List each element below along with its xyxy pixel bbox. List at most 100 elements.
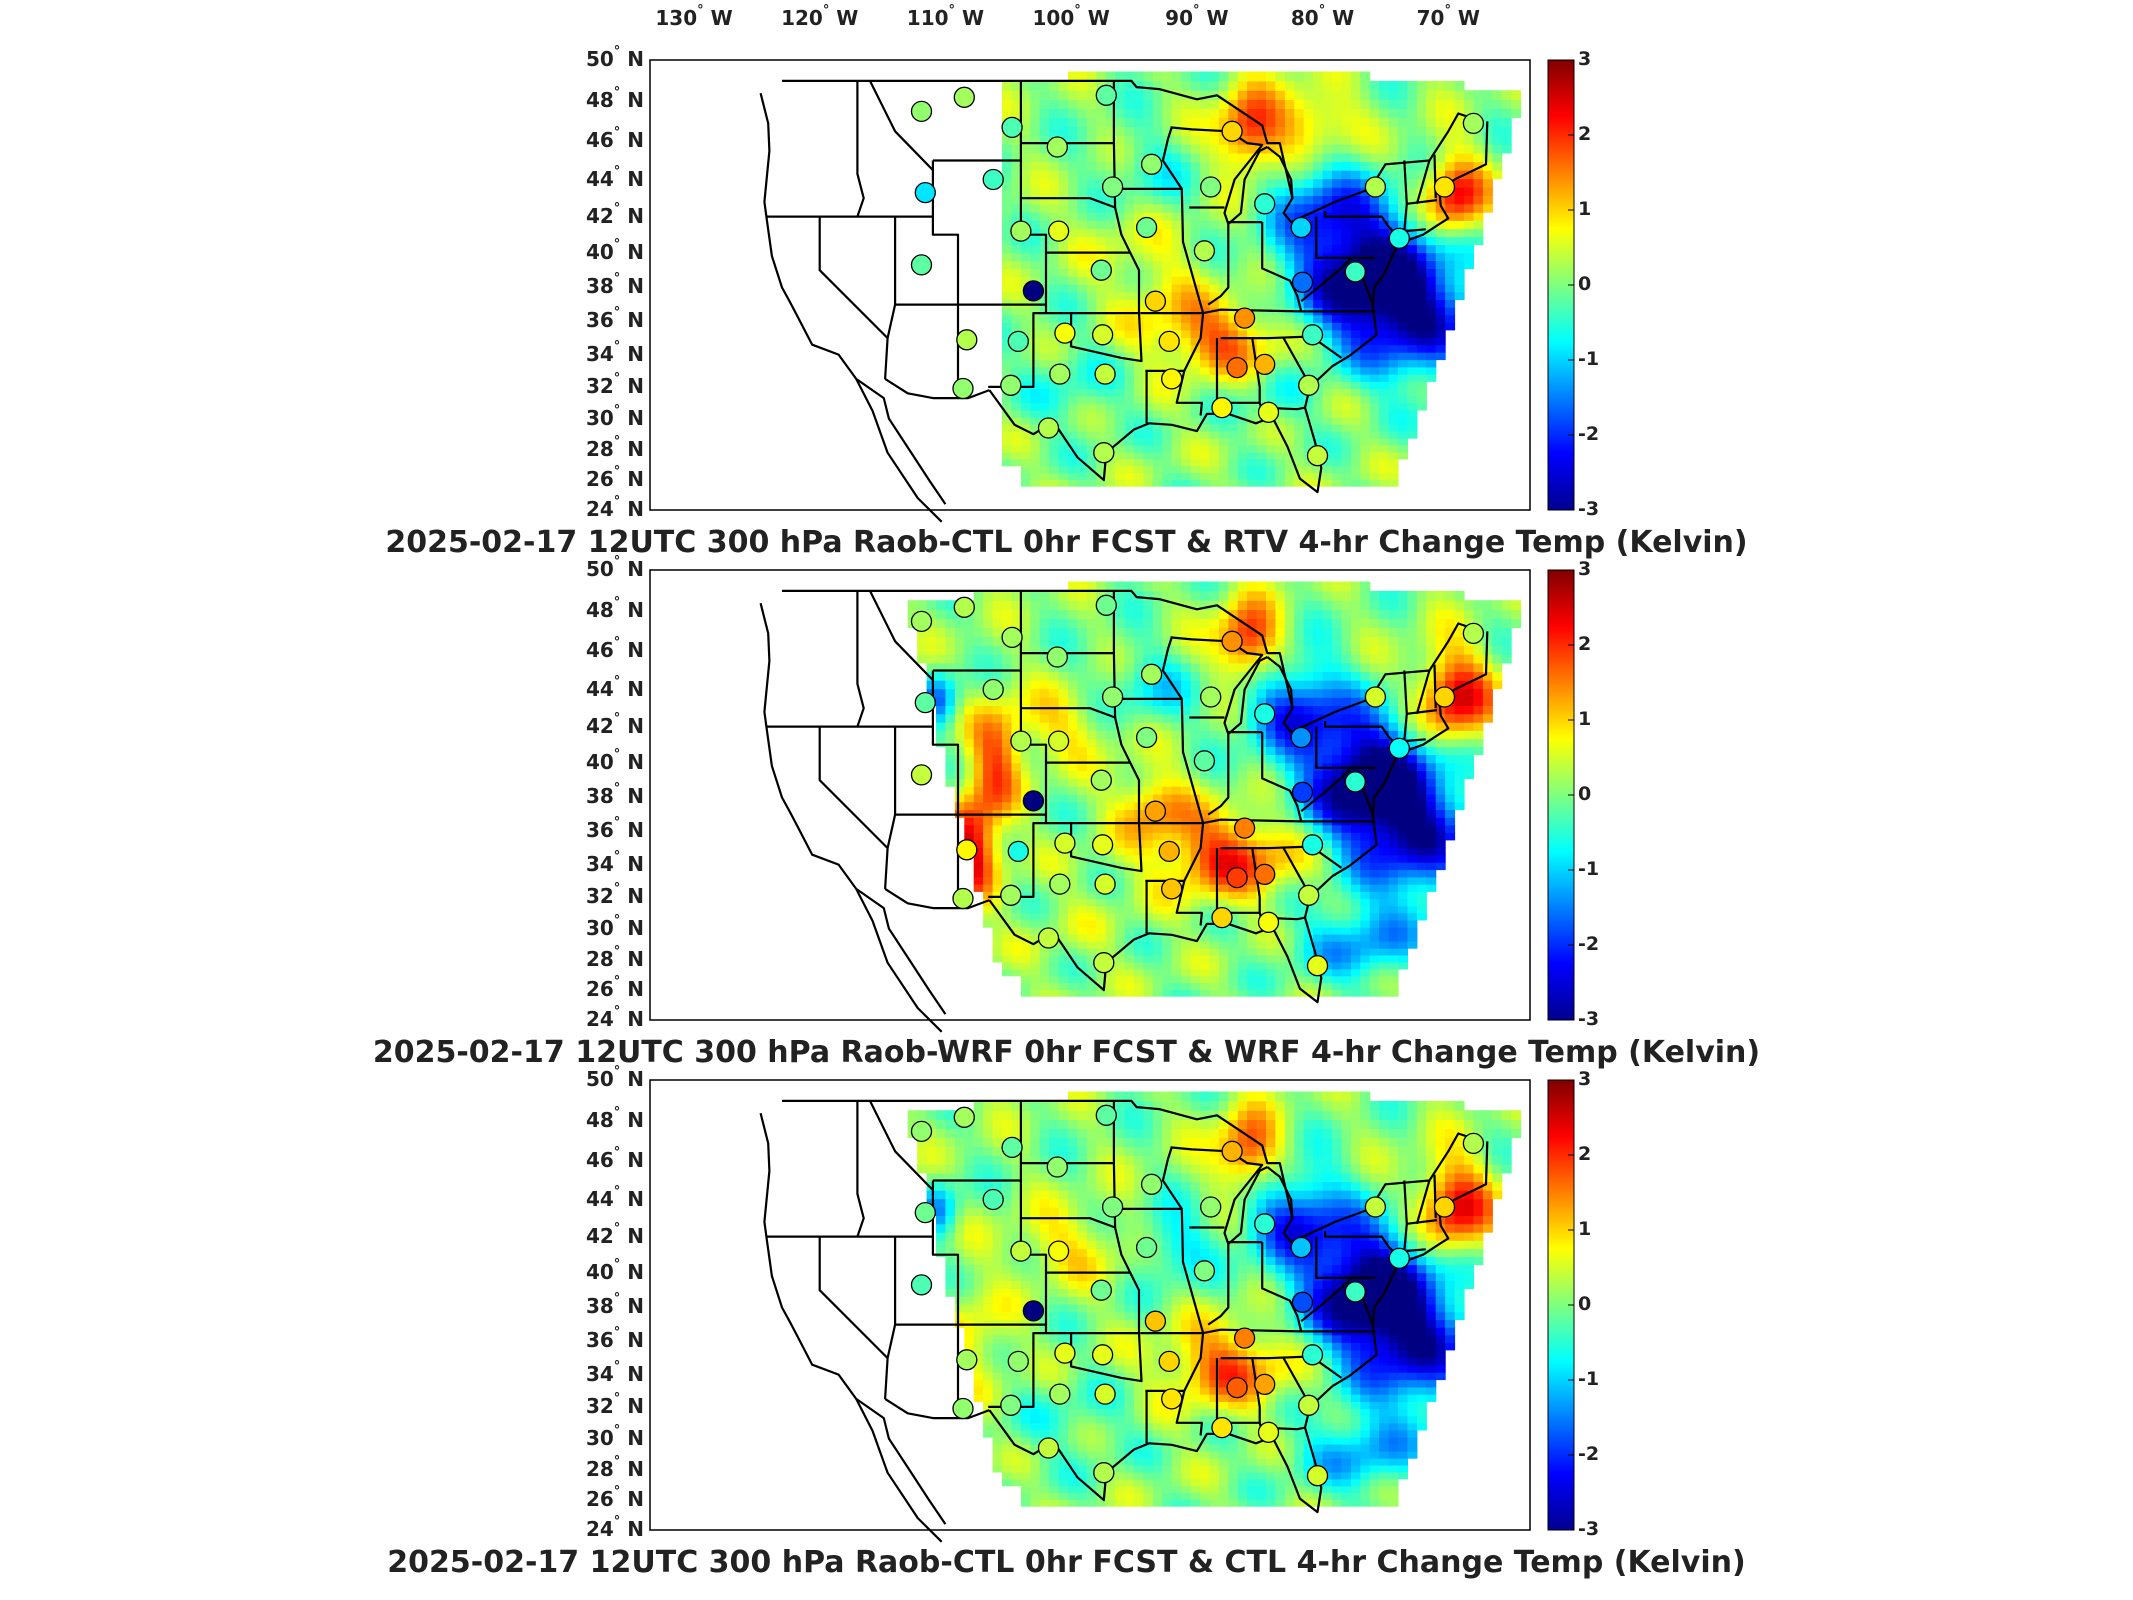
colorbar-tick-label: 3 [1578, 1068, 1592, 1090]
raob-station-marker [914, 181, 936, 204]
latitude-label: 32° N [585, 1390, 644, 1418]
colorbar-tick-label: -2 [1578, 423, 1600, 445]
raob-station-marker [1290, 1236, 1312, 1259]
raob-station-marker [1254, 863, 1276, 886]
latitude-label: 40° N [585, 746, 644, 774]
raob-station-marker [1233, 1327, 1256, 1349]
raob-station-marker [952, 887, 974, 910]
colorbar-1 [1547, 59, 1575, 511]
colorbar-tick-label: 0 [1578, 1293, 1592, 1315]
raob-station-marker [1101, 1196, 1124, 1218]
map-panel-3 [649, 1079, 1575, 1543]
map-panel-2 [649, 569, 1575, 1033]
latitude-label: 40° N [585, 1256, 644, 1284]
longitude-label: 80° W [1290, 3, 1355, 30]
raob-station-marker [914, 691, 936, 714]
raob-station-marker [1022, 280, 1045, 302]
raob-station-marker [1226, 356, 1248, 379]
raob-station-marker [1022, 1300, 1045, 1322]
raob-station-marker [1161, 1388, 1183, 1410]
raob-station-marker [1001, 116, 1023, 139]
raob-station-marker [1010, 1240, 1032, 1262]
raob-station-marker [1090, 259, 1112, 281]
raob-station-marker [910, 1274, 933, 1296]
raob-station-marker [910, 254, 933, 276]
raob-station-marker [1344, 771, 1366, 793]
raob-station-marker [1290, 726, 1312, 749]
raob-station-marker [1094, 363, 1116, 385]
raob-station-marker [1306, 955, 1329, 977]
raob-station-marker [1144, 800, 1167, 822]
longitude-label: 120° W [781, 3, 859, 30]
latitude-label: 36° N [585, 1325, 644, 1353]
raob-station-marker [1200, 176, 1222, 198]
raob-station-marker [1046, 1156, 1068, 1178]
raob-station-marker [1158, 840, 1180, 863]
raob-station-marker [1047, 1240, 1070, 1262]
raob-station-marker [1091, 1344, 1114, 1366]
latitude-label: 50° N [585, 1064, 644, 1091]
raob-station-marker [982, 168, 1004, 191]
raob-station-marker [1094, 873, 1116, 895]
colorbar-tick-label: -3 [1578, 498, 1600, 520]
latitude-label: 48° N [585, 85, 644, 113]
latitude-label: 44° N [585, 163, 644, 191]
raob-station-marker [1388, 1247, 1410, 1269]
raob-station-marker [1200, 686, 1222, 708]
raob-station-marker [953, 1106, 975, 1128]
colorbar-tick-label: 1 [1578, 1218, 1592, 1240]
raob-station-marker [1306, 1465, 1329, 1487]
raob-station-marker [1001, 626, 1023, 649]
latitude-label: 50° N [585, 44, 644, 71]
colorbar-tick-label: -1 [1578, 858, 1600, 880]
raob-station-marker [1135, 1236, 1158, 1259]
raob-station-marker [1010, 220, 1032, 242]
raob-station-marker [1298, 884, 1320, 906]
raob-station-marker [1291, 271, 1314, 293]
latitude-label: 30° N [585, 1422, 644, 1450]
latitude-label: 42° N [585, 1220, 644, 1248]
colorbar-tick-label: 0 [1578, 273, 1592, 295]
panel-title-2: 2025-02-17 12UTC 300 hPa Raob-WRF 0hr FC… [372, 1035, 1761, 1070]
latitude-label: 42° N [585, 710, 644, 738]
raob-station-marker [1211, 906, 1233, 929]
latitude-label: 26° N [585, 1484, 644, 1512]
raob-station-marker [1158, 1350, 1180, 1373]
raob-station-marker [1233, 817, 1256, 839]
raob-station-marker [1226, 866, 1248, 889]
raob-station-marker [1093, 1462, 1115, 1484]
raob-station-marker [1037, 927, 1060, 949]
latitude-label: 36° N [585, 815, 644, 843]
colorbar-tick-label: 2 [1578, 633, 1592, 655]
raob-station-marker [1140, 153, 1163, 175]
latitude-label: 24° N [585, 1004, 644, 1031]
latitude-label: 38° N [585, 1291, 644, 1319]
raob-station-marker [1364, 686, 1387, 708]
raob-station-marker [1140, 663, 1163, 685]
raob-station-marker [1257, 401, 1280, 423]
colorbar-tick-label: 2 [1578, 1143, 1592, 1165]
raob-station-marker [1158, 330, 1180, 353]
raob-station-marker [1364, 1196, 1387, 1218]
map-frame [649, 59, 1531, 511]
raob-station-marker [1054, 322, 1076, 344]
raob-station-marker [1306, 445, 1329, 467]
raob-station-marker [1193, 1260, 1216, 1282]
latitude-label: 30° N [585, 402, 644, 430]
colorbar-tick-label: -3 [1578, 1518, 1600, 1540]
raob-station-markers [910, 1104, 1485, 1487]
raob-station-marker [1007, 840, 1029, 863]
latitude-label: 38° N [585, 271, 644, 299]
raob-station-marker [910, 610, 933, 633]
colorbar-3 [1547, 1079, 1575, 1531]
raob-station-marker [1193, 240, 1216, 262]
raob-station-marker [1095, 594, 1117, 616]
raob-station-marker [1433, 1196, 1456, 1218]
raob-station-marker [1344, 1281, 1366, 1303]
raob-station-marker [1022, 790, 1045, 812]
raob-station-marker [1433, 176, 1456, 198]
raob-station-marker [1161, 878, 1183, 900]
latitude-label: 24° N [585, 494, 644, 521]
latitude-label: 50° N [585, 554, 644, 581]
